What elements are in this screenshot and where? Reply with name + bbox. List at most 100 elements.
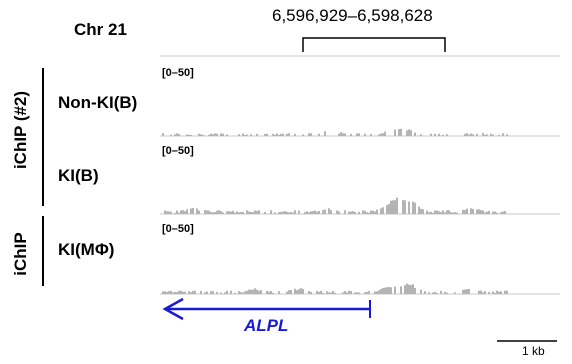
signal-bar xyxy=(318,210,320,214)
signal-bar xyxy=(218,210,220,214)
signal-bar xyxy=(488,292,490,294)
signal-bar xyxy=(316,290,318,294)
signal-bar xyxy=(502,133,504,136)
signal-bar xyxy=(366,212,368,214)
signal-bar xyxy=(310,133,312,136)
signal-bar xyxy=(258,290,260,294)
gene-model-alpl xyxy=(162,297,371,321)
signal-bar xyxy=(398,129,400,136)
signal-bar xyxy=(368,291,370,294)
signal-track-non-ki-b xyxy=(162,128,508,136)
signal-bar xyxy=(324,209,326,214)
signal-bar xyxy=(320,290,322,294)
signal-bar xyxy=(304,212,306,214)
signal-bar xyxy=(168,211,170,214)
signal-bar xyxy=(470,133,472,136)
signal-bar xyxy=(366,291,368,294)
signal-bar xyxy=(318,291,320,294)
signal-bar xyxy=(194,290,196,294)
signal-bar xyxy=(234,292,236,294)
signal-bar xyxy=(176,133,178,136)
signal-bar xyxy=(220,211,222,214)
scale-bar-label: 1 kb xyxy=(522,344,545,358)
group-bracket-ichip-2 xyxy=(42,68,44,206)
signal-bar xyxy=(376,291,378,294)
signal-bar xyxy=(444,212,446,214)
signal-bar xyxy=(394,129,396,136)
signal-bar xyxy=(478,209,480,214)
signal-bar xyxy=(472,208,474,214)
signal-bar xyxy=(222,133,224,136)
signal-bar xyxy=(382,287,384,294)
signal-bar xyxy=(498,134,500,136)
signal-bar xyxy=(204,292,206,294)
signal-bar xyxy=(384,287,386,294)
signal-bar xyxy=(350,291,352,294)
signal-bar xyxy=(204,209,206,214)
signal-bar xyxy=(246,134,248,136)
signal-bar xyxy=(210,133,212,136)
signal-bar xyxy=(188,291,190,294)
signal-bar xyxy=(318,133,320,136)
signal-bar xyxy=(350,133,352,136)
signal-bar xyxy=(200,134,202,136)
track-range-ki-b: [0–50] xyxy=(162,145,194,157)
signal-bar xyxy=(420,208,422,214)
signal-bar xyxy=(400,128,402,136)
signal-bar xyxy=(182,291,184,294)
signal-bar xyxy=(226,290,228,294)
signal-bar xyxy=(388,286,390,294)
signal-bar xyxy=(338,211,340,214)
signal-bar xyxy=(386,287,388,294)
signal-bar xyxy=(172,292,174,294)
signal-bar xyxy=(344,210,346,214)
signal-bar xyxy=(210,291,212,294)
signal-bar xyxy=(500,212,502,214)
signal-bar xyxy=(370,210,372,214)
signal-bar xyxy=(468,289,470,294)
signal-bar xyxy=(446,134,448,136)
signal-bar xyxy=(228,211,230,214)
signal-bar xyxy=(332,290,334,294)
signal-bar xyxy=(478,290,480,294)
signal-bar xyxy=(390,287,392,294)
signal-bar xyxy=(408,284,410,294)
signal-bar xyxy=(486,134,488,136)
signal-bar xyxy=(424,291,426,294)
signal-bar xyxy=(446,210,448,214)
signal-bar xyxy=(408,129,410,136)
signal-bar xyxy=(404,285,406,294)
signal-bar xyxy=(208,210,210,214)
signal-bar xyxy=(462,289,464,294)
signal-bar xyxy=(354,292,356,294)
signal-bar xyxy=(456,212,458,214)
chromosome-label: Chr 21 xyxy=(74,20,127,39)
signal-bar xyxy=(246,290,248,294)
signal-bar xyxy=(190,208,192,214)
signal-bar xyxy=(438,211,440,214)
signal-bar xyxy=(490,133,492,136)
signal-bar xyxy=(298,210,300,214)
signal-bar xyxy=(334,292,336,294)
signal-bar xyxy=(414,288,416,294)
signal-bar xyxy=(362,210,364,214)
signal-bar xyxy=(472,134,474,136)
signal-bar xyxy=(164,210,166,214)
signal-bar xyxy=(328,208,330,214)
signal-bar xyxy=(452,212,454,214)
signal-bar xyxy=(464,289,466,294)
signal-bar xyxy=(482,133,484,136)
signal-track-ki-macrophage xyxy=(162,283,508,294)
signal-bar xyxy=(502,211,504,214)
signal-bar xyxy=(180,210,182,214)
signal-bar xyxy=(212,134,214,136)
signal-bar xyxy=(506,290,508,294)
signal-bar xyxy=(346,292,348,294)
signal-bar xyxy=(186,209,188,214)
signal-bar xyxy=(492,134,494,136)
signal-bar xyxy=(476,133,478,136)
signal-bar xyxy=(264,134,266,136)
signal-bar xyxy=(260,289,262,294)
signal-bar xyxy=(420,289,422,294)
signal-bar xyxy=(408,201,410,214)
